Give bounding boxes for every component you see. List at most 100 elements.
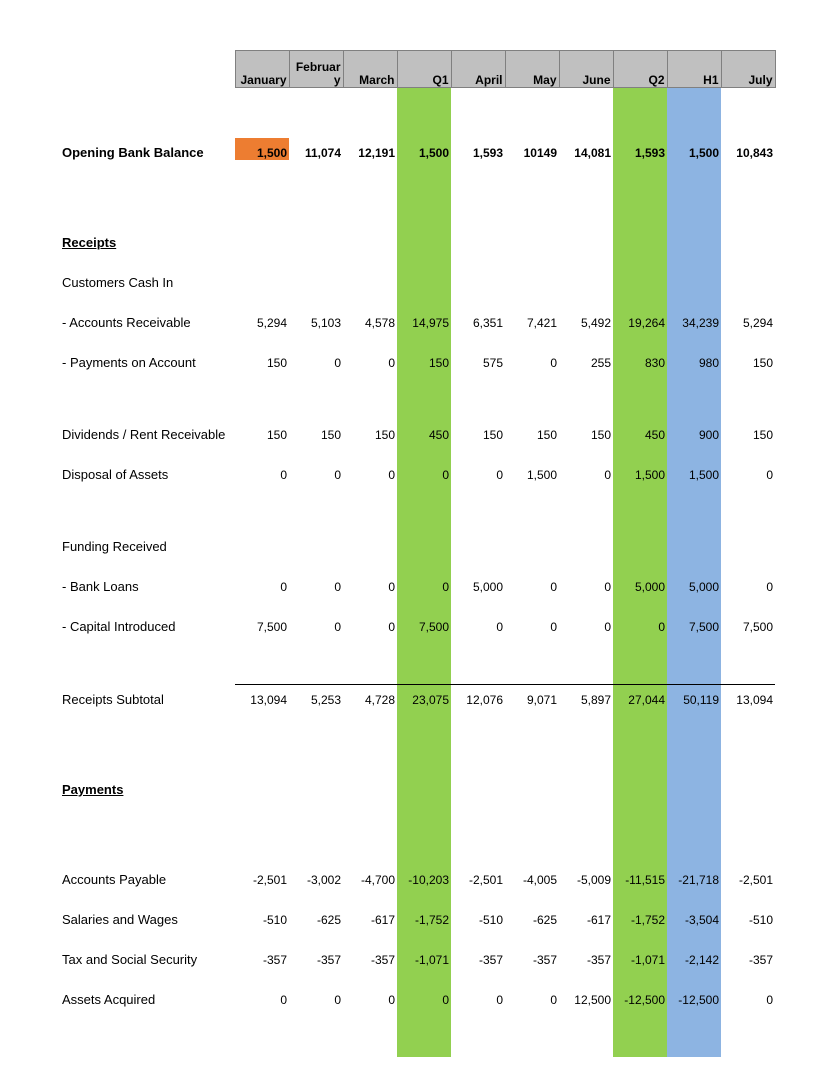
- cell-jul: -2,501: [721, 865, 775, 887]
- spacer-cell: [451, 757, 505, 775]
- spacer-cell: [505, 634, 559, 685]
- cell-mar: 0: [343, 348, 397, 370]
- spacer-cell: [451, 210, 505, 228]
- section-cell: [451, 775, 505, 797]
- spacer-cell: [343, 757, 397, 775]
- table-row: [60, 290, 775, 308]
- cell-jun: 5,897: [559, 685, 613, 708]
- spacer-cell: [343, 847, 397, 865]
- spacer-cell: [343, 210, 397, 228]
- spacer-cell: [397, 160, 451, 210]
- cell-jan: -510: [235, 905, 289, 927]
- cell-jan: -357: [235, 945, 289, 967]
- section-cell: [343, 228, 397, 250]
- spacer-cell: [289, 88, 343, 139]
- spacer-cell: [667, 160, 721, 210]
- spacer-cell: [613, 634, 667, 685]
- spacer-cell: [397, 370, 451, 420]
- spacer-cell: [60, 554, 235, 572]
- table-row: Receipts: [60, 228, 775, 250]
- table-row: Funding Received: [60, 532, 775, 554]
- spacer-cell: [343, 967, 397, 985]
- cell-q2: 830: [613, 348, 667, 370]
- spacer-cell: [559, 967, 613, 985]
- cell-h1: 900: [667, 420, 721, 442]
- col-header-jul: July: [721, 51, 775, 88]
- table-row: [60, 887, 775, 905]
- spacer-cell: [397, 210, 451, 228]
- spacer-cell: [397, 482, 451, 532]
- cell-jun: 255: [559, 348, 613, 370]
- spacer-cell: [397, 88, 451, 139]
- spacer-cell: [397, 250, 451, 268]
- section-cell: [559, 228, 613, 250]
- cell-jul: 0: [721, 572, 775, 594]
- row-label: Customers Cash In: [60, 268, 235, 290]
- spacer-cell: [613, 797, 667, 847]
- spacer-cell: [505, 757, 559, 775]
- spacer-cell: [613, 250, 667, 268]
- cell-apr: 6,351: [451, 308, 505, 330]
- cell-apr: [451, 532, 505, 554]
- cell-feb: 0: [289, 985, 343, 1007]
- cell-jun: -5,009: [559, 865, 613, 887]
- spacer-cell: [505, 887, 559, 905]
- cell-may: 7,421: [505, 308, 559, 330]
- spacer-cell: [559, 210, 613, 228]
- cell-feb: 0: [289, 612, 343, 634]
- spacer-cell: [397, 330, 451, 348]
- cell-may: 1,500: [505, 460, 559, 482]
- spacer-cell: [451, 967, 505, 985]
- spacer-cell: [721, 967, 775, 985]
- spacer-cell: [721, 330, 775, 348]
- spacer-cell: [397, 442, 451, 460]
- spacer-cell: [613, 554, 667, 572]
- cell-apr: 0: [451, 460, 505, 482]
- cell-q2: 450: [613, 420, 667, 442]
- spacer-cell: [559, 847, 613, 865]
- cell-q1: 14,975: [397, 308, 451, 330]
- spacer-cell: [60, 927, 235, 945]
- cell-jul: 150: [721, 420, 775, 442]
- table-row: Accounts Payable-2,501-3,002-4,700-10,20…: [60, 865, 775, 887]
- spacer-cell: [451, 594, 505, 612]
- col-header-h1: H1: [667, 51, 721, 88]
- spacer-cell: [451, 330, 505, 348]
- spacer-cell: [559, 927, 613, 945]
- spacer-cell: [451, 797, 505, 847]
- spacer-cell: [289, 634, 343, 685]
- spacer-cell: [451, 634, 505, 685]
- cell-may: -625: [505, 905, 559, 927]
- cell-h1: 7,500: [667, 612, 721, 634]
- spacer-cell: [289, 442, 343, 460]
- spacer-cell: [343, 160, 397, 210]
- spacer-cell: [397, 797, 451, 847]
- spacer-cell: [397, 757, 451, 775]
- spacer-cell: [451, 554, 505, 572]
- section-cell: [397, 228, 451, 250]
- cell-q1: -1,071: [397, 945, 451, 967]
- row-label: - Capital Introduced: [60, 612, 235, 634]
- cell-h1: 980: [667, 348, 721, 370]
- cell-q2: -1,752: [613, 905, 667, 927]
- cell-mar: 150: [343, 420, 397, 442]
- spacer-cell: [60, 967, 235, 985]
- table-row: [60, 1007, 775, 1057]
- cell-q1: 0: [397, 985, 451, 1007]
- cell-jul: [721, 268, 775, 290]
- spacer-cell: [235, 160, 289, 210]
- spacer-cell: [505, 160, 559, 210]
- spacer-cell: [667, 707, 721, 757]
- cell-h1: 1,500: [667, 138, 721, 160]
- spacer-cell: [667, 442, 721, 460]
- spacer-cell: [289, 594, 343, 612]
- table-row: Salaries and Wages-510-625-617-1,752-510…: [60, 905, 775, 927]
- spacer-cell: [721, 210, 775, 228]
- table-row: Payments: [60, 775, 775, 797]
- spacer-cell: [667, 967, 721, 985]
- cell-may: 9,071: [505, 685, 559, 708]
- spacer-cell: [613, 290, 667, 308]
- spacer-cell: [451, 160, 505, 210]
- spacer-cell: [559, 330, 613, 348]
- spacer-cell: [397, 927, 451, 945]
